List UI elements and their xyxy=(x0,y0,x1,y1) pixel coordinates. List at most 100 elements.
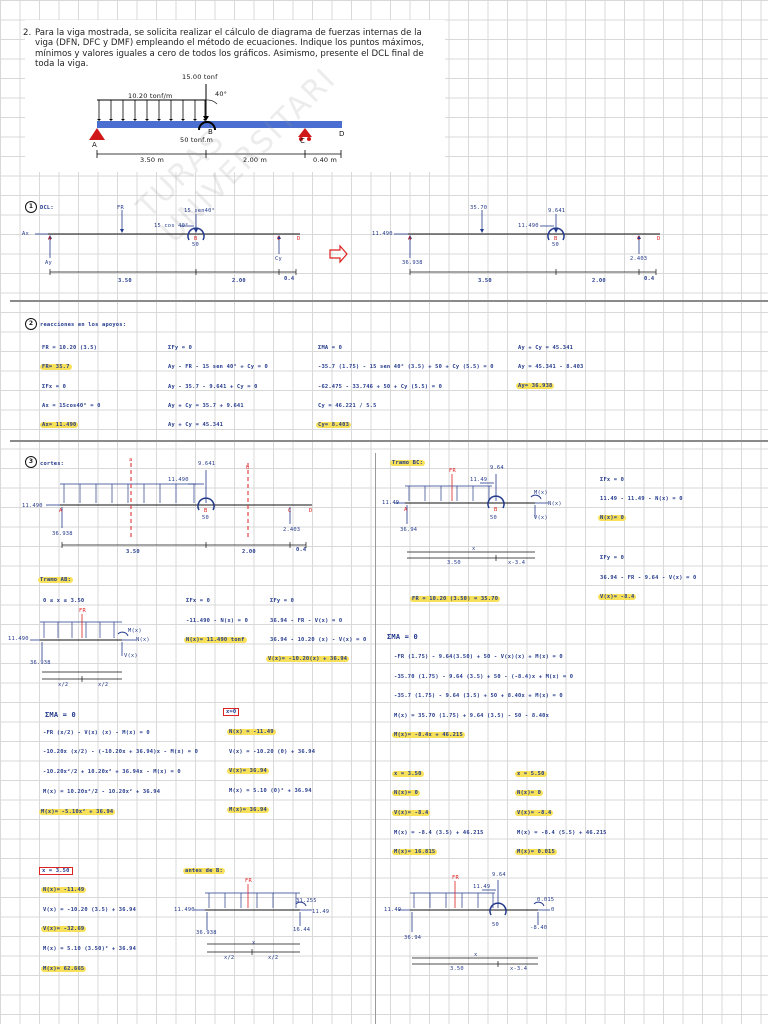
problem-statement: 2. Para la viga mostrada, se solicita re… xyxy=(23,28,430,69)
cut-label-c: C xyxy=(288,508,292,514)
cut-m: 50 xyxy=(202,515,209,521)
bc-fy-0: ΣFy = 0 xyxy=(600,555,625,561)
x350b-title: x = 3.50 xyxy=(392,771,424,777)
dcl-ay: Ay xyxy=(45,260,52,266)
bc-fy-1: 36.94 - FR - 9.64 - V(x) = 0 xyxy=(600,575,697,581)
ab-h: 11.490 xyxy=(8,636,29,642)
r-c2-0: ΣFy = 0 xyxy=(168,345,193,351)
r-c3-3: Cy = 46.221 / 5.5 xyxy=(318,403,377,409)
x0-n: N(x) = -11.49 xyxy=(227,729,276,735)
r-c2-2: Ay - 35.7 - 9.641 + Cy = 0 xyxy=(168,384,258,390)
dcl2-fr: 35.70 xyxy=(470,205,488,211)
r-c4-2: Ay= 36.938 xyxy=(516,383,555,389)
bc-fr: FR xyxy=(449,468,456,474)
cut-label-b: B xyxy=(204,508,208,514)
dcl2-dim-1: 3.50 xyxy=(478,278,492,284)
x350-n: N(x)= -11.49 xyxy=(41,887,87,893)
x0-v: V(x) = -10.20 (0) + 36.94 xyxy=(229,749,316,755)
step1-title: DCL: xyxy=(40,205,54,211)
x350b-n: N(x)= 0 xyxy=(392,790,421,796)
cut-label-d: D xyxy=(309,508,313,514)
ab-m-0: ΣMA = 0 xyxy=(45,711,76,719)
r-c3-0: ΣMA = 0 xyxy=(318,345,343,351)
r-c1-2: ΣFx = 0 xyxy=(42,384,67,390)
dcl-label-a: A xyxy=(48,236,52,242)
antes-v: 16.44 xyxy=(293,927,311,933)
dcl-dim-2: 2.00 xyxy=(232,278,246,284)
cut-dim-2: 2.00 xyxy=(242,549,256,555)
divider-1 xyxy=(10,300,768,302)
x350b-m: M(x) = -8.4 (3.5) + 46.215 xyxy=(394,830,484,836)
bc-m50: 50 xyxy=(490,515,497,521)
final-n: 0 xyxy=(551,907,555,913)
antes-h: 11.490 xyxy=(174,907,195,913)
problem-moment: 50 tonf.m xyxy=(180,136,213,144)
final-v: -8.40 xyxy=(530,925,548,931)
ab-m-1: -FR (x/2) - V(x) (x) - M(x) = 0 xyxy=(43,730,150,736)
r-c2-1: Ay - FR - 15 sen 40° + Cy = 0 xyxy=(168,364,268,370)
bc-m-4: M(x) = 35.70 (1.75) + 9.64 (3.5) - 50 - … xyxy=(394,713,550,719)
ab-vx: V(x) xyxy=(124,653,138,659)
dcl2-dim-2: 2.00 xyxy=(592,278,606,284)
final-d1: 3.50 xyxy=(450,966,464,972)
ab-half1: x/2 xyxy=(58,682,69,688)
x550-m: M(x) = -8.4 (5.5) + 46.215 xyxy=(517,830,607,836)
r-c4-1: Ay = 45.341 - 8.403 xyxy=(518,364,584,370)
r-c1-3: Ax = 15cos40° = 0 xyxy=(42,403,101,409)
r-c4-0: Ay + Cy = 45.341 xyxy=(518,345,574,351)
bc-ay: 36.94 xyxy=(400,527,418,533)
dcl2-p: 9.641 xyxy=(548,208,566,214)
dcl2-ay: 36.938 xyxy=(402,260,423,266)
x550-n: N(x)= 0 xyxy=(515,790,544,796)
problem-panel: 2. Para la viga mostrada, se solicita re… xyxy=(23,20,445,250)
cut-a: a xyxy=(129,457,133,463)
antes-x: x xyxy=(252,940,256,946)
tramo-ab-title: Tramo AB: xyxy=(38,577,74,583)
bc-d1: 3.50 xyxy=(447,560,461,566)
cut-cy: 2.403 xyxy=(283,527,301,533)
dcl-label-c: C xyxy=(277,236,281,242)
problem-point-d: D xyxy=(339,130,345,138)
antes-half2: x/2 xyxy=(268,955,279,961)
cut-ax: 11.490 xyxy=(22,503,43,509)
dcl-dim-1: 3.50 xyxy=(118,278,132,284)
antes-b-title: antes de B: xyxy=(183,868,225,874)
final-d2: x-3.4 xyxy=(510,966,528,972)
antes-half1: x/2 xyxy=(224,955,235,961)
problem-dist-load: 10.20 tonf/m xyxy=(128,92,173,100)
bc-fx-2: N(x)= 0 xyxy=(598,515,627,521)
x350-m: M(x) = 5.10 (3.50)² + 36.94 xyxy=(43,946,137,952)
dcl-dim-3: 0.4 xyxy=(284,276,295,282)
ab-m-5: M(x)= -5.10x² + 36.94 xyxy=(39,809,116,815)
problem-number: 2. xyxy=(23,28,32,38)
ab-fy-2: 36.94 - 10.20 (x) - V(x) = 0 xyxy=(270,637,367,643)
ab-mx: M(x) xyxy=(128,628,142,634)
dcl-fr: FR xyxy=(117,205,124,211)
bc-m-3: -35.7 (1.75) - 9.64 (3.5) + 50 + 8.40x +… xyxy=(394,693,563,699)
problem-angle: 40° xyxy=(215,90,228,98)
bc-fx-1: 11.49 - 11.49 - N(x) = 0 xyxy=(600,496,683,502)
x0-title: x=0 xyxy=(223,708,240,716)
final-x: x xyxy=(474,952,478,958)
ab-ay: 36.938 xyxy=(30,660,51,666)
r-c2-4: Ay + Cy = 45.341 xyxy=(168,422,224,428)
ab-half2: x/2 xyxy=(98,682,109,688)
dcl2-label-c: C xyxy=(637,236,641,242)
cut-label-a: A xyxy=(59,508,63,514)
ab-m-2: -10.20x (x/2) - (-10.20x + 36.94)x - M(x… xyxy=(43,749,199,755)
dcl2-dim-3: 0.4 xyxy=(644,276,655,282)
ab-fy-0: ΣFy = 0 xyxy=(270,598,295,604)
bc-label-b: B xyxy=(494,507,498,513)
dcl-label-b: B xyxy=(194,236,198,242)
bc-d2: x-3.4 xyxy=(508,560,526,566)
bc-ax: 11.49 xyxy=(382,500,400,506)
r-c3-4: Cy= 8.403 xyxy=(316,422,352,428)
problem-text: Para la viga mostrada, se solicita reali… xyxy=(35,28,424,69)
x350-vres: V(x)= -32.69 xyxy=(41,926,87,932)
bc-m-0: ΣMA = 0 xyxy=(387,633,418,641)
step2-title: reacciones en los apoyos: xyxy=(40,322,127,328)
dcl2-ax: 11.490 xyxy=(372,231,393,237)
